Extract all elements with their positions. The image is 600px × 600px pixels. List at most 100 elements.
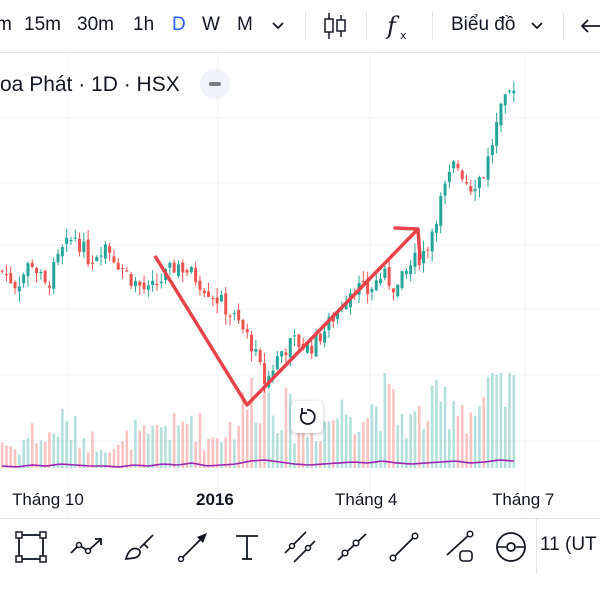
candle-body — [181, 262, 185, 273]
chevron-down-icon[interactable] — [527, 18, 547, 34]
candle-body — [108, 246, 112, 253]
candle-body — [90, 262, 94, 264]
interval-1mo[interactable]: M — [237, 14, 253, 35]
candle-body — [465, 182, 469, 184]
price-range-tool-icon[interactable] — [441, 529, 477, 565]
volume-bar — [387, 383, 391, 468]
volume-bar — [48, 432, 51, 468]
path-tool-icon[interactable] — [68, 529, 104, 565]
volume-bar — [263, 378, 266, 468]
volume-bar — [190, 415, 193, 468]
candle-body — [60, 247, 64, 257]
candle-body — [275, 356, 279, 370]
candle-body — [374, 280, 378, 291]
chevron-down-icon[interactable] — [268, 18, 288, 34]
volume-bar — [465, 433, 468, 468]
volume-bar — [280, 430, 283, 468]
volume-bar — [30, 423, 34, 468]
candle-body — [185, 270, 189, 273]
candle-body — [473, 188, 477, 191]
volume-bar — [185, 423, 189, 468]
eye-tool-icon[interactable] — [493, 529, 529, 565]
interval-15m[interactable]: 15m — [24, 14, 61, 35]
candle-body — [434, 223, 438, 233]
interval-1d[interactable]: D — [172, 14, 186, 35]
indicators-icon[interactable]: f x — [385, 10, 415, 42]
reset-chart-button[interactable] — [291, 401, 323, 433]
volume-bar — [319, 441, 322, 468]
drawing-toolbar — [0, 518, 600, 575]
candle-body — [35, 267, 39, 274]
toolbar-divider — [432, 12, 433, 40]
collapse-legend-button[interactable] — [200, 69, 230, 99]
volume-bar — [284, 387, 288, 468]
svg-text:f: f — [385, 12, 400, 40]
candle-body — [116, 262, 120, 270]
volume-bar — [422, 428, 425, 468]
candle-body — [456, 163, 460, 169]
candle-body — [430, 231, 434, 252]
candle-body — [129, 273, 133, 286]
candle-body — [13, 281, 17, 289]
volume-bar — [293, 443, 296, 468]
volume-bar — [473, 415, 477, 468]
parallel-channel-tool-icon[interactable] — [282, 529, 318, 565]
volume-bar — [336, 418, 339, 468]
volume-bar — [26, 437, 30, 468]
volume-bar — [43, 441, 47, 468]
volume-bar — [95, 451, 99, 468]
candle-body — [103, 244, 107, 259]
volume-bar — [499, 373, 503, 468]
volume-bar — [495, 374, 498, 468]
candle-body — [69, 240, 73, 242]
chart-pane[interactable] — [0, 53, 600, 518]
volume-bar — [258, 423, 262, 468]
volume-bar — [155, 424, 159, 468]
volume-bar — [405, 438, 408, 468]
volume-bar — [0, 442, 4, 468]
interval-1w[interactable]: W — [202, 14, 220, 35]
volume-bar — [104, 452, 107, 468]
reset-icon — [299, 408, 316, 425]
volume-bar — [194, 441, 197, 468]
volume-bar — [435, 379, 438, 468]
arrow-tool-icon[interactable] — [175, 529, 211, 565]
volume-bar — [486, 376, 490, 468]
brush-tool-icon[interactable] — [122, 529, 158, 565]
candle-body — [198, 280, 202, 290]
text-tool-icon[interactable] — [229, 529, 265, 565]
interval-1m[interactable]: m — [0, 14, 12, 35]
toolbar-divider — [366, 12, 367, 40]
candle-body — [482, 177, 486, 179]
chart-type-dropdown[interactable]: Biểu đồ — [451, 14, 516, 35]
candle-body — [396, 284, 400, 296]
candle-body — [112, 256, 116, 263]
price-chart[interactable] — [0, 53, 600, 518]
trend-line-tool-icon[interactable] — [386, 529, 422, 565]
candle-body — [52, 261, 56, 289]
candle-body — [280, 351, 284, 357]
ray-tool-icon[interactable] — [334, 529, 370, 565]
candle-body — [323, 331, 327, 343]
volume-bar — [172, 413, 176, 468]
interval-30m[interactable]: 30m — [77, 14, 114, 35]
candles-icon[interactable] — [322, 10, 348, 42]
candle-body — [142, 282, 146, 290]
volume-bar — [362, 421, 365, 468]
volume-bar — [460, 404, 464, 468]
volume-bar — [181, 421, 185, 468]
candle-body — [387, 267, 391, 286]
volume-bar — [245, 409, 249, 468]
undo-icon[interactable] — [578, 16, 600, 36]
volume-bar — [426, 421, 430, 468]
volume-bar — [327, 421, 331, 468]
volume-bar — [276, 433, 279, 468]
candle-body — [305, 344, 309, 353]
candle-body — [241, 319, 245, 330]
candle-body — [47, 285, 51, 288]
candle-body — [336, 311, 340, 320]
interval-1h[interactable]: 1h — [133, 14, 155, 35]
volume-bar — [379, 430, 382, 468]
timezone-label[interactable]: 11 (UT — [540, 534, 597, 555]
rectangle-tool-icon[interactable] — [13, 529, 49, 565]
